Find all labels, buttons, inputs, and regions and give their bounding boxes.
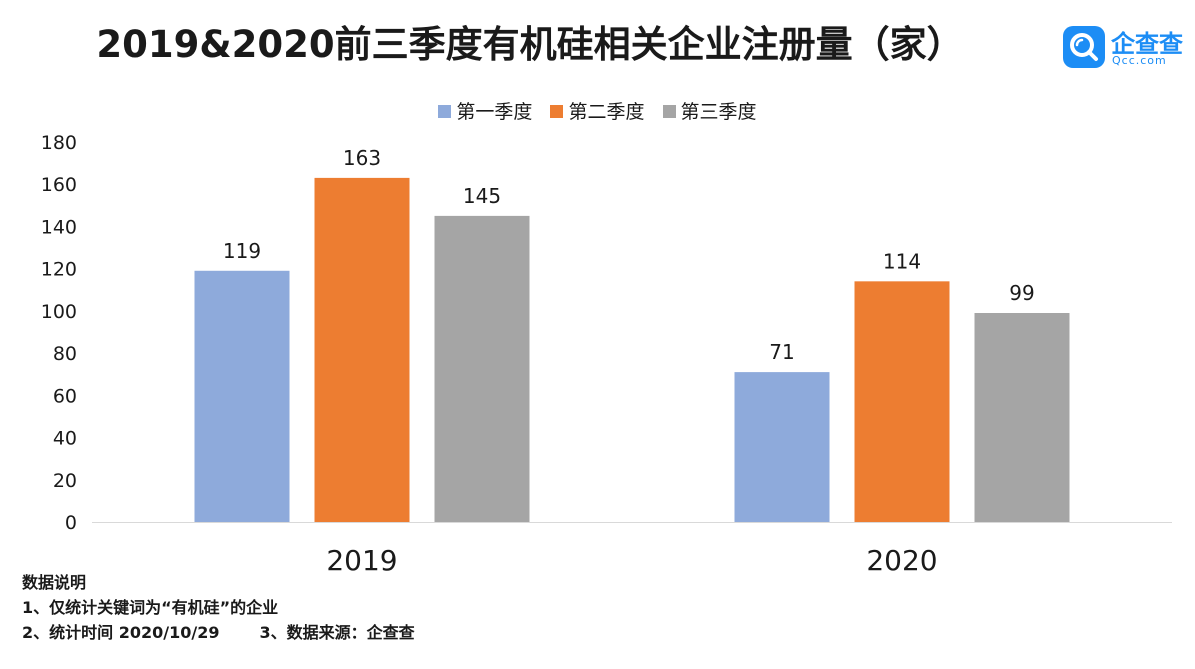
bar-2020-q2 [854,281,950,522]
y-tick-label: 120 [41,259,77,281]
y-tick-label: 140 [41,216,77,238]
notes-line-1: 1、仅统计关键词为“有机硅”的企业 [22,598,279,617]
y-tick-label: 160 [41,174,77,196]
bar-2020-q3 [974,313,1070,522]
y-tick-label: 60 [53,385,77,407]
legend-label-q3: 第三季度 [680,101,757,123]
data-label-2019-q3: 145 [463,184,501,208]
data-label-2020-q2: 114 [883,249,921,273]
y-tick-label: 100 [41,301,77,323]
chart-legend: 第一季度 第二季度 第三季度 [0,97,1195,124]
legend-swatch-q3 [662,105,676,118]
legend-item-q2: 第二季度 [550,97,645,124]
legend-swatch-q1 [438,105,452,118]
chart-title: 2019&2020前三季度有机硅相关企业注册量（家） [96,23,964,66]
x-tick-label-2020: 2020 [866,544,937,577]
qcc-logo-domain: Qcc.com [1112,54,1167,67]
data-label-2020-q1: 71 [769,340,794,364]
data-label-2020-q3: 99 [1009,281,1034,305]
legend-swatch-q2 [550,105,564,118]
notes-line-2: 2、统计时间 2020/10/29 3、数据来源：企查查 [22,620,415,645]
notes-line-2-source: 3、数据来源：企查查 [259,623,415,642]
y-tick-label: 20 [53,470,77,492]
bars-group [194,177,1070,522]
y-tick-label: 0 [65,512,77,534]
data-labels-group: 119 163 145 71 114 99 [223,146,1035,364]
legend-item-q3: 第三季度 [662,97,757,124]
x-tick-label-2019: 2019 [326,544,397,577]
bar-2019-q1 [194,270,290,522]
notes-heading: 数据说明 [22,573,87,592]
y-tick-label: 180 [41,132,77,154]
bar-2019-q3 [434,215,530,522]
data-notes: 数据说明 1、仅统计关键词为“有机硅”的企业 2、统计时间 2020/10/29… [22,570,415,645]
y-axis: 0 20 40 60 80 100 120 140 160 180 [41,132,77,534]
bar-2020-q1 [734,372,830,522]
data-label-2019-q1: 119 [223,239,261,263]
qcc-logo: 企查查 Qcc.com [1063,24,1191,72]
legend-label-q1: 第一季度 [456,101,533,123]
notes-line-2-date: 2、统计时间 2020/10/29 [22,623,220,642]
legend-label-q2: 第二季度 [568,101,645,123]
legend-item-q1: 第一季度 [438,97,532,124]
y-tick-label: 40 [53,428,77,450]
y-tick-label: 80 [53,343,77,365]
bar-2019-q2 [314,177,410,522]
x-axis: 2019 2020 [326,544,937,577]
qcc-logo-icon [1063,26,1105,68]
data-label-2019-q2: 163 [343,146,381,170]
qcc-logo-name: 企查查 [1111,30,1183,58]
